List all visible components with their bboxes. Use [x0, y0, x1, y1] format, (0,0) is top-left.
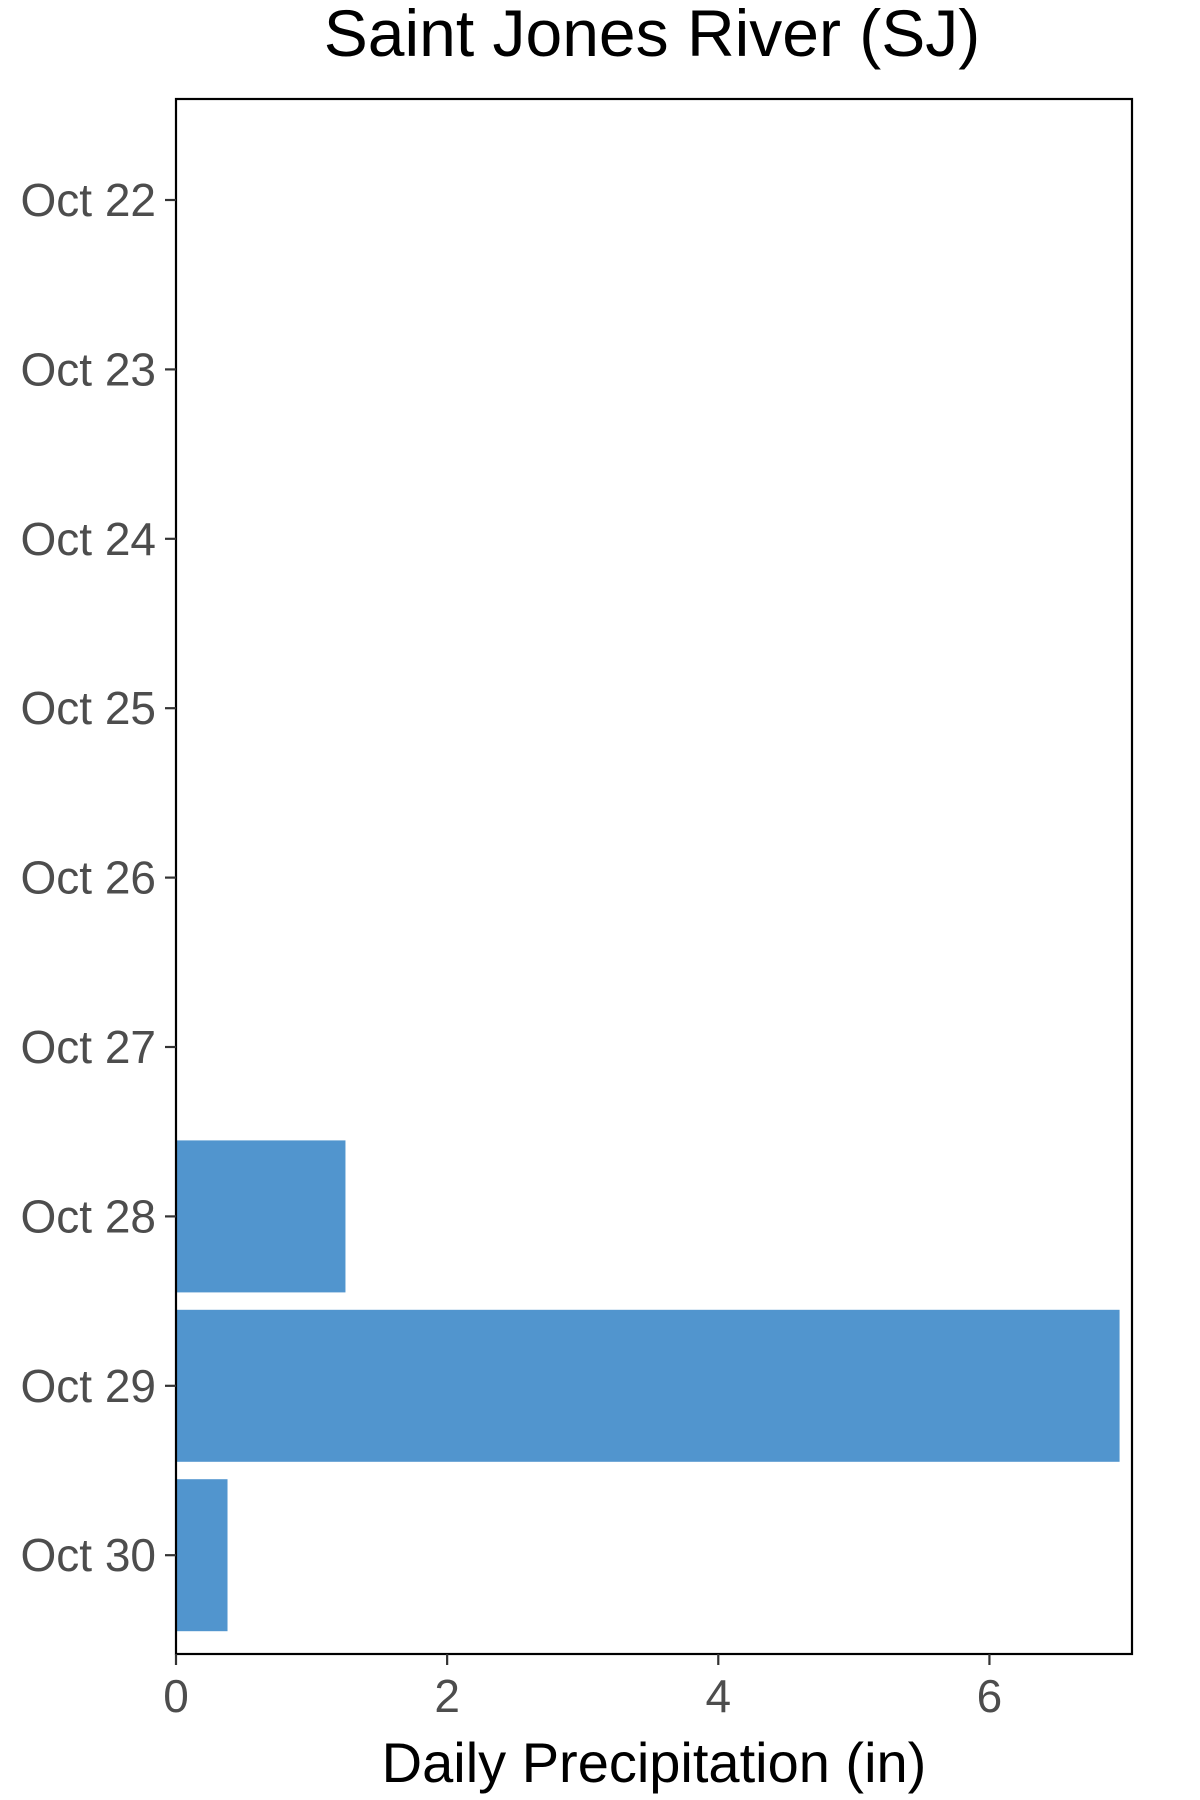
y-tick-label: Oct 30: [20, 1529, 156, 1581]
bars-layer: [176, 1140, 1120, 1632]
chart-title: Saint Jones River (SJ): [324, 0, 981, 70]
x-tick-label: 0: [163, 1670, 189, 1722]
y-tick-label: Oct 25: [20, 682, 156, 734]
x-axis-label: Daily Precipitation (in): [382, 1731, 927, 1794]
x-tick-label: 4: [705, 1670, 731, 1722]
y-tick-label: Oct 22: [20, 174, 156, 226]
y-tick-label: Oct 28: [20, 1190, 156, 1242]
y-tick-label: Oct 29: [20, 1360, 156, 1412]
bar-oct-28: [176, 1140, 346, 1293]
x-tick-label: 2: [434, 1670, 460, 1722]
y-tick-label: Oct 23: [20, 343, 156, 395]
y-tick-label: Oct 24: [20, 513, 156, 565]
x-axis: 0 2 4 6: [163, 1654, 1002, 1722]
bar-oct-30: [176, 1479, 228, 1632]
x-tick-label: 6: [977, 1670, 1003, 1722]
y-axis: Oct 22 Oct 23 Oct 24 Oct 25 Oct 26 Oct 27 Oct …: [20, 174, 176, 1581]
y-tick-label: Oct 27: [20, 1021, 156, 1073]
bar-oct-29: [176, 1309, 1120, 1462]
y-tick-label: Oct 26: [20, 852, 156, 904]
